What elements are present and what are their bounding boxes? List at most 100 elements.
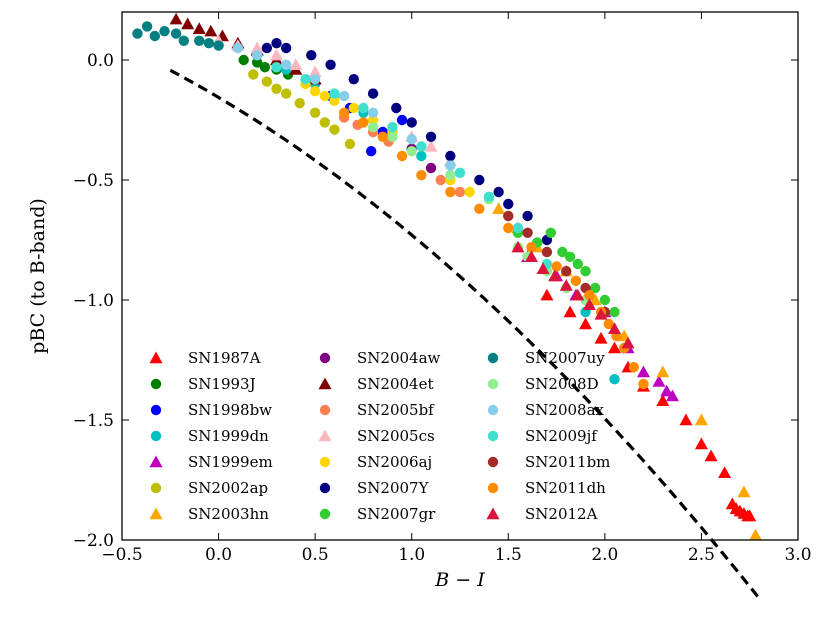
legend-entry: SN2003hn xyxy=(149,505,269,523)
data-point xyxy=(590,282,601,294)
data-point xyxy=(308,65,322,78)
data-point xyxy=(238,54,249,66)
x-axis: −0.5 0.0 0.5 1.0 1.5 2.0 2.5 3.0 xyxy=(101,12,812,565)
data-point xyxy=(524,250,538,262)
data-point xyxy=(541,246,553,258)
legend-entry: SN2011bm xyxy=(487,453,610,471)
legend-entry: SN2007uy xyxy=(487,349,605,367)
data-point xyxy=(271,38,282,49)
data-point xyxy=(609,374,620,385)
data-point xyxy=(329,124,340,135)
data-point xyxy=(358,117,369,128)
legend-marker xyxy=(486,507,500,520)
data-point xyxy=(548,269,562,282)
legend-marker xyxy=(487,352,499,364)
x-tick-label: 2.5 xyxy=(688,545,715,565)
data-point xyxy=(636,365,650,378)
data-point xyxy=(329,88,340,99)
x-tick-label: 2.0 xyxy=(591,545,618,565)
data-point xyxy=(194,35,205,46)
data-point xyxy=(280,88,292,99)
legend-label: SN2008ax xyxy=(525,401,605,419)
legend-entry: SN2008ax xyxy=(487,401,605,419)
legend-marker xyxy=(149,455,163,468)
data-point xyxy=(149,30,161,42)
data-point xyxy=(660,384,674,397)
legend-marker xyxy=(319,482,331,494)
data-point xyxy=(387,131,398,142)
data-point xyxy=(300,74,311,85)
legend-marker xyxy=(319,352,331,364)
y-axis-label: pBC (to B-band) xyxy=(27,198,49,354)
legend-marker xyxy=(319,456,331,468)
data-point xyxy=(559,279,573,291)
x-tick-label: −0.5 xyxy=(101,545,142,565)
data-point xyxy=(338,90,350,102)
fit-line xyxy=(169,68,763,603)
data-point xyxy=(557,246,568,258)
data-points-layer xyxy=(132,12,763,541)
data-point xyxy=(261,42,273,54)
data-point xyxy=(638,378,649,390)
legend-label: SN1998bw xyxy=(188,401,272,419)
data-point xyxy=(309,86,321,97)
data-point xyxy=(743,509,757,522)
data-point xyxy=(159,26,170,37)
series-sn2008ax xyxy=(232,42,456,171)
legend-entry: SN1993J xyxy=(150,375,256,393)
data-point xyxy=(396,114,408,126)
y-tick-label: −1.5 xyxy=(73,411,114,431)
legend-label: SN2007gr xyxy=(357,505,436,523)
x-tick-label: 0.0 xyxy=(205,545,232,565)
data-point xyxy=(252,50,263,61)
x-tick-label: 1.0 xyxy=(398,545,425,565)
data-point xyxy=(599,294,611,306)
legend-entry: SN2008D xyxy=(487,375,599,393)
y-tick-label: −0.5 xyxy=(73,171,114,191)
data-point xyxy=(580,266,591,277)
y-axis: 0.0 −0.5 −1.0 −1.5 −2.0 xyxy=(73,51,798,551)
data-point xyxy=(704,449,718,462)
legend-marker xyxy=(150,482,162,494)
data-point xyxy=(445,170,456,181)
legend-marker xyxy=(318,377,332,390)
data-point xyxy=(536,262,550,274)
data-point xyxy=(749,528,763,541)
legend-marker xyxy=(487,482,499,494)
data-point xyxy=(511,240,525,253)
legend-entry: SN1999dn xyxy=(150,427,269,445)
data-point xyxy=(261,76,273,87)
legend-label: SN1993J xyxy=(188,375,256,393)
data-point xyxy=(628,362,640,373)
data-point xyxy=(522,227,533,238)
data-point xyxy=(474,203,485,214)
data-point xyxy=(454,167,466,178)
legend-label: SN2005bf xyxy=(357,401,435,419)
legend-marker xyxy=(150,404,162,416)
data-point xyxy=(406,134,417,145)
data-point xyxy=(259,61,271,73)
data-point xyxy=(367,107,379,119)
data-point xyxy=(545,227,556,238)
legend-entry: SN2002ap xyxy=(150,479,268,497)
data-point xyxy=(338,107,350,119)
data-point xyxy=(608,341,622,354)
data-point xyxy=(435,174,446,186)
legend-entry: SN2007gr xyxy=(319,505,436,523)
legend-label: SN2008D xyxy=(525,375,599,393)
legend-marker xyxy=(487,456,499,468)
data-point xyxy=(406,146,417,157)
legend-entry: SN2005cs xyxy=(318,427,435,445)
x-tick-label: 0.5 xyxy=(302,545,329,565)
data-point xyxy=(192,22,206,34)
data-point xyxy=(561,266,572,277)
legend-marker xyxy=(319,404,331,416)
legend-label: SN2007uy xyxy=(525,349,605,367)
data-point xyxy=(526,242,537,253)
data-point xyxy=(656,365,670,378)
data-point xyxy=(169,12,183,25)
legend-entry: SN1987A xyxy=(149,349,261,367)
legend-marker xyxy=(487,430,499,442)
legend-label: SN2011dh xyxy=(525,479,606,497)
data-point xyxy=(309,74,321,85)
